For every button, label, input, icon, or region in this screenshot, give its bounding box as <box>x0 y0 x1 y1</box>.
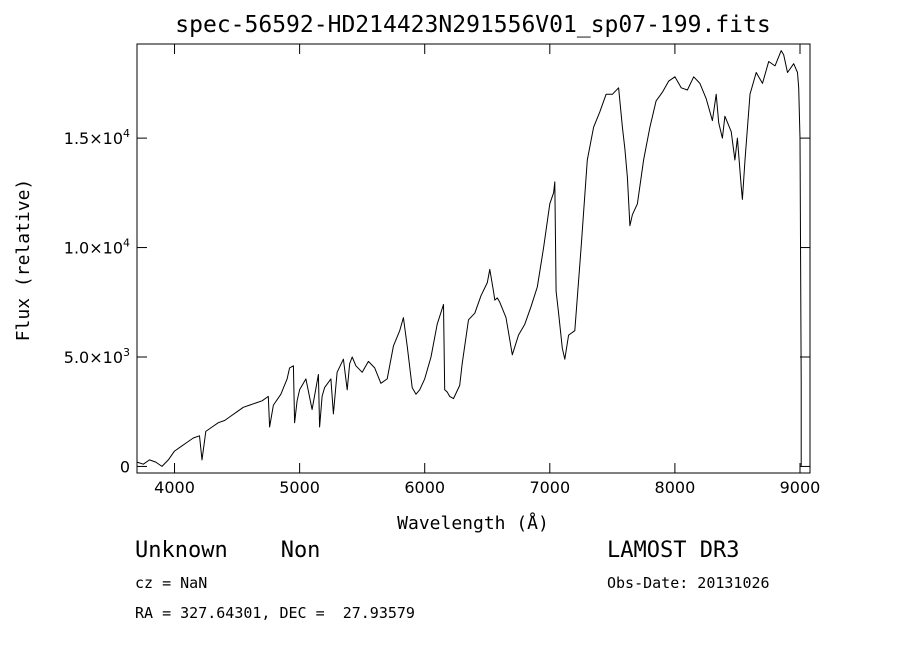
coordinates-label: RA = 327.64301, DEC = 27.93579 <box>135 604 415 622</box>
y-tick-label: 0 <box>120 457 130 476</box>
chart-title: spec-56592-HD214423N291556V01_sp07-199.f… <box>175 12 770 38</box>
plot-frame <box>136 43 811 474</box>
y-tick-label: 1.5×104 <box>64 127 130 148</box>
spectrum-line <box>136 50 802 467</box>
x-tick-label: 5000 <box>279 478 320 497</box>
obs-date-label: Obs-Date: 20131026 <box>607 574 770 592</box>
x-axis-label: Wavelength (Å) <box>397 512 549 534</box>
y-axis-ticks: 0 5.0×103 1.0×104 1.5×104 <box>64 127 810 476</box>
x-tick-label: 7000 <box>529 478 570 497</box>
x-axis-ticks: 4000 5000 6000 7000 8000 9000 <box>154 44 820 497</box>
x-tick-label: 9000 <box>780 478 821 497</box>
y-tick-label: 5.0×103 <box>64 346 130 367</box>
y-axis-label: Flux (relative) <box>13 179 34 342</box>
x-tick-label: 4000 <box>154 478 195 497</box>
redshift-label: cz = NaN <box>135 574 208 592</box>
x-tick-label: 6000 <box>404 478 445 497</box>
object-label: Unknown Non <box>135 538 321 563</box>
survey-label: LAMOST DR3 <box>607 538 740 563</box>
x-tick-label: 8000 <box>655 478 696 497</box>
y-tick-label: 1.0×104 <box>64 237 130 258</box>
